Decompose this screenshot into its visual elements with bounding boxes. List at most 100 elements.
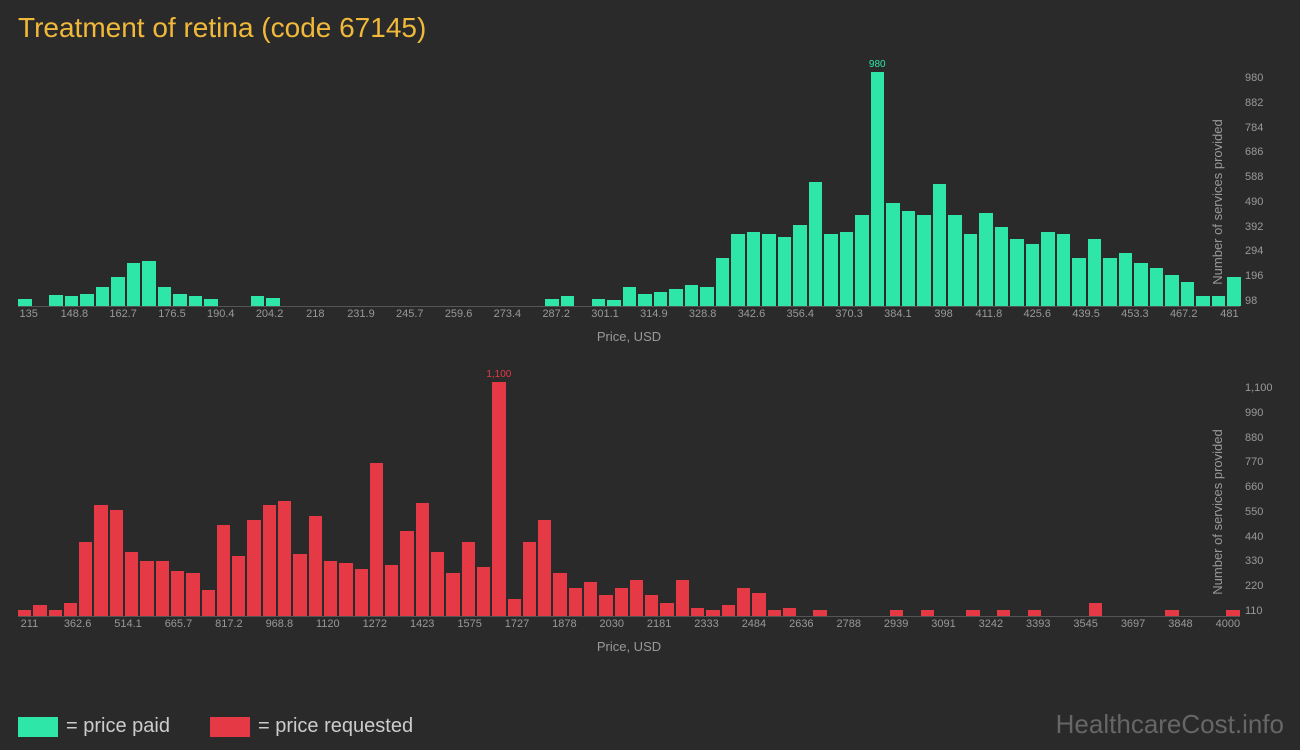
x-tick [529,618,552,634]
bar [49,295,63,306]
y-ticks-bottom: 1102203304405506607708809901,100 [1245,382,1285,617]
x-tick: 3545 [1073,618,1097,634]
bar [1134,263,1148,306]
y-tick: 882 [1245,97,1285,109]
x-tick: 3242 [979,618,1003,634]
x-tick [1193,618,1216,634]
bar [722,605,735,616]
legend-item-requested: = price requested [210,715,413,738]
legend-swatch-requested [210,717,250,737]
x-tick [482,618,505,634]
x-tick [814,618,837,634]
bar [824,234,838,306]
bars-bottom: 1,100 [18,382,1240,616]
bar [96,287,110,306]
x-tick: 3697 [1121,618,1145,634]
x-tick [716,308,737,324]
x-tick: 231.9 [347,308,375,324]
x-tick [521,308,542,324]
bar [778,237,792,306]
bar [125,552,138,616]
bar [545,299,559,306]
y-axis-label-top: Number of services provided [1210,119,1225,284]
x-tick: 1120 [316,618,340,634]
y-tick: 588 [1245,171,1285,183]
x-tick [340,618,363,634]
bar [902,211,916,307]
x-tick: 425.6 [1024,308,1052,324]
bar [309,516,322,616]
x-tick [326,308,347,324]
x-tick: 2484 [742,618,766,634]
bars-top: 980 [18,72,1240,306]
x-tick: 356.4 [787,308,815,324]
bar [933,184,947,306]
peak-label: 980 [869,59,886,70]
bar [783,608,796,617]
bar [669,289,683,306]
bar [1150,268,1164,306]
x-tick: 817.2 [215,618,243,634]
x-tick: 411.8 [976,308,1003,324]
x-tick: 1727 [505,618,529,634]
x-tick [434,618,457,634]
x-tick [39,308,60,324]
y-tick: 686 [1245,146,1285,158]
y-tick: 980 [1245,72,1285,84]
x-tick [668,308,689,324]
bar [599,595,612,616]
x-tick: 1878 [552,618,576,634]
y-tick: 784 [1245,122,1285,134]
bar [1103,258,1117,306]
bar [855,215,869,306]
bar [1196,296,1210,306]
y-tick: 880 [1245,432,1285,444]
bar [1181,282,1195,306]
x-tick [570,308,591,324]
x-tick [1197,308,1218,324]
bar [793,225,807,306]
x-tick: 245.7 [396,308,424,324]
x-tick: 218 [305,308,326,324]
bar [324,561,337,616]
bar [809,182,823,306]
x-axis-label-top: Price, USD [18,329,1240,344]
x-tick [624,618,647,634]
x-tick: 2030 [600,618,624,634]
bar [584,582,597,616]
x-tick: 439.5 [1072,308,1100,324]
x-tick: 453.3 [1121,308,1149,324]
y-axis-label-bottom: Number of services provided [1210,429,1225,594]
bar [1226,610,1239,616]
x-tick: 2788 [836,618,860,634]
bar [339,563,352,616]
legend-label-requested: = price requested [258,715,413,738]
bar [80,294,94,306]
bar [752,593,765,616]
x-tick [863,308,884,324]
bar [385,565,398,616]
bar [127,263,141,306]
x-tick [424,308,445,324]
bar [156,561,169,616]
bar [18,610,31,616]
x-tick: 398 [933,308,954,324]
bar [1165,275,1179,306]
bar [65,296,79,306]
x-tick [1003,618,1026,634]
y-tick: 440 [1245,531,1285,543]
x-tick [472,308,493,324]
legend: = price paid = price requested [18,715,413,738]
bar [171,571,184,616]
bar [140,561,153,616]
bar [110,510,123,616]
y-ticks-top: 98196294392490588686784882980 [1245,72,1285,307]
x-tick [375,308,396,324]
bar [1057,234,1071,306]
page-title: Treatment of retina (code 67145) [0,0,1300,52]
bar [370,463,383,616]
bar: 1,100 [492,382,505,616]
bar [523,542,536,616]
bar [247,520,260,616]
bar [813,610,826,616]
